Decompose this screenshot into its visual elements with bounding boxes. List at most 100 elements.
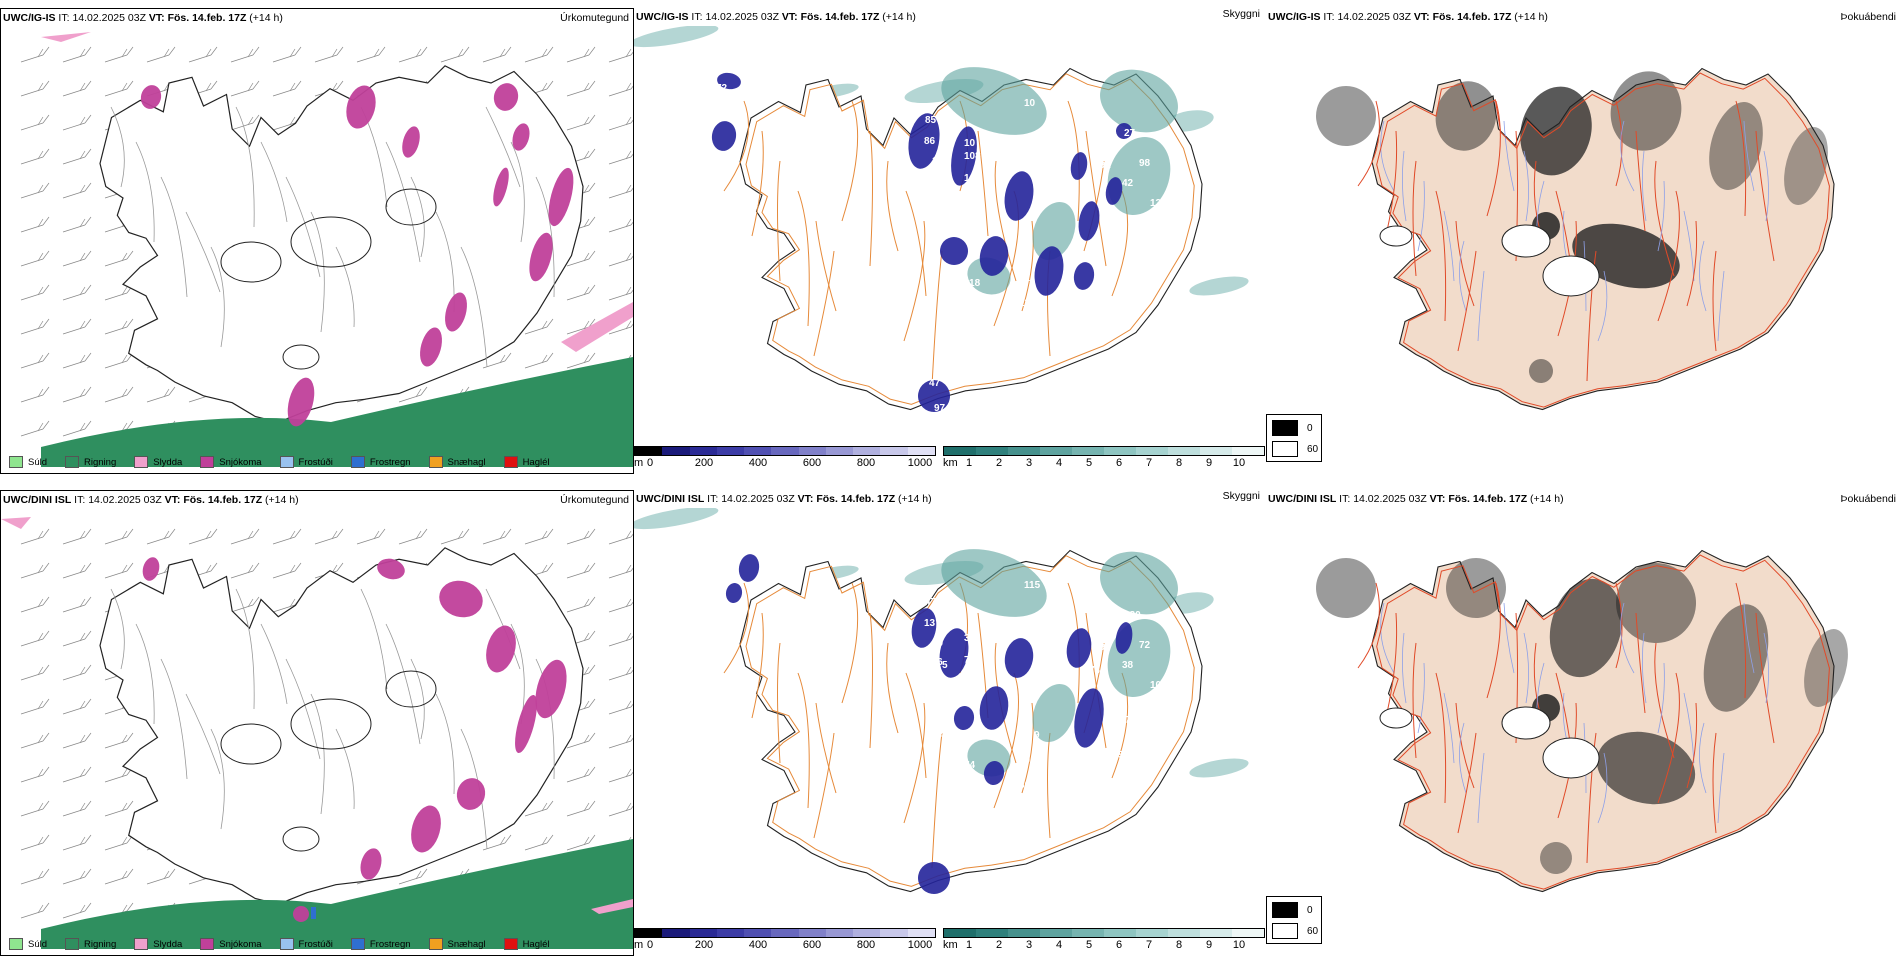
- fog-legend-row: 0: [1272, 902, 1313, 918]
- fog-legend-row: 60: [1272, 441, 1318, 457]
- height-value-label: 47: [929, 378, 941, 389]
- legend-item-súld: Súld: [9, 456, 47, 468]
- valid-time-label: VT:: [1413, 11, 1430, 23]
- visibility-value-label: 27: [1124, 128, 1136, 139]
- visibility-value-label: 235: [1024, 630, 1041, 641]
- height-tick: 1000: [907, 939, 933, 951]
- legend-label: Frostregn: [369, 938, 411, 950]
- legend-swatch: [65, 938, 80, 950]
- fog-tick: 0: [1307, 422, 1313, 434]
- panel-header: UWC/DINI ISL IT: 14.02.2025 03Z VT: Fös.…: [636, 493, 932, 505]
- height-value-label: 7: [964, 655, 970, 666]
- visibility-value-label: 133: [1150, 198, 1167, 209]
- visibility-value-label: 9: [1034, 730, 1040, 741]
- visibility-value-label: 121: [1084, 805, 1101, 816]
- visibility-colorbar-strip: [943, 446, 1265, 456]
- visibility-tick: 10: [1232, 457, 1246, 469]
- panel-header: UWC/DINI ISL IT: 14.02.2025 03Z VT: Fös.…: [1268, 493, 1564, 505]
- precip-type-legend: Súld Rigning Slydda Snjókoma Frostúði Frostre…: [1, 451, 560, 473]
- init-time-label: IT:: [1323, 11, 1335, 23]
- height-value-label: 10: [1019, 755, 1031, 766]
- fog-index-panel: UWC/IG-IS IT: 14.02.2025 03Z VT: Fös. 14…: [1266, 8, 1900, 474]
- visibility-value-label: 72: [1139, 640, 1151, 651]
- lead-time: (+14 h): [898, 493, 932, 505]
- visibility-value-label: 115: [1024, 580, 1041, 591]
- height-tick: 200: [694, 939, 714, 951]
- visibility-value-label: 271: [1089, 136, 1106, 147]
- visibility-value-label: 13: [1059, 810, 1071, 821]
- height-value-label: 118: [964, 278, 981, 289]
- height-colorbar-strip: [634, 928, 936, 938]
- visibility-tick: 10: [1232, 939, 1246, 951]
- visibility-value-label: 98: [1139, 158, 1151, 169]
- visibility-value-label: 180: [1124, 610, 1141, 621]
- fog-index-colorbar: 0 60: [1266, 896, 1322, 944]
- legend-swatch: [65, 456, 80, 468]
- height-tick: 0: [646, 457, 654, 469]
- visibility-value-label: 137: [1139, 218, 1156, 229]
- model-name: UWC/IG-IS: [636, 11, 689, 23]
- visibility-tick: 6: [1115, 939, 1123, 951]
- height-colorbar-strip: [634, 446, 936, 456]
- height-value-label: 85: [925, 115, 937, 126]
- visibility-unit: km: [943, 457, 958, 469]
- legend-swatch: [428, 456, 443, 468]
- height-colorbar: m 0 200 400 600 800 1000: [634, 444, 936, 474]
- height-tick: 400: [748, 457, 768, 469]
- height-value-label: 39: [964, 633, 976, 644]
- fog-tick: 0: [1307, 904, 1313, 916]
- lead-time: (+14 h): [249, 12, 283, 24]
- visibility-value-label: 14: [1064, 830, 1076, 841]
- legend-label: Frostregn: [369, 456, 411, 468]
- init-time-value: 14.02.2025 03Z: [72, 12, 146, 24]
- visibility-value-label: 11: [1104, 303, 1115, 314]
- legend-swatch: [503, 456, 518, 468]
- model-name: UWC/IG-IS: [1268, 11, 1321, 23]
- legend-item-haglél: Haglél: [503, 938, 550, 950]
- valid-time-label: VT:: [164, 494, 181, 506]
- legend-swatch: [200, 456, 215, 468]
- visibility-tick: 5: [1085, 457, 1093, 469]
- panel-title: Skyggni: [1222, 8, 1260, 20]
- legend-item-snjókoma: Snjókoma: [200, 456, 262, 468]
- visibility-value-label: 117: [1149, 710, 1166, 721]
- legend-label: Haglél: [522, 456, 550, 468]
- legend-label: Slydda: [153, 938, 183, 950]
- legend-label: Rigning: [84, 456, 117, 468]
- legend-item-frostúði: Frostúði: [279, 938, 333, 950]
- legend-label: Súld: [28, 938, 48, 950]
- legend-item-haglél: Haglél: [503, 456, 550, 468]
- init-time-label: IT:: [1339, 493, 1351, 505]
- height-value-label: 26: [926, 175, 938, 186]
- valid-time-value: Fös. 14.feb. 17Z: [1432, 11, 1512, 23]
- init-time-value: 14.02.2025 03Z: [88, 494, 162, 506]
- visibility-value-label: 18: [1104, 785, 1116, 796]
- model-name: UWC/DINI ISL: [3, 494, 72, 506]
- height-value-label: 10: [942, 178, 954, 189]
- height-value-label: 21: [1094, 800, 1106, 811]
- height-value-label: 72: [716, 83, 728, 94]
- legend-swatch: [9, 456, 23, 468]
- legend-label: Slydda: [153, 456, 183, 468]
- visibility-value-label: 112: [1149, 228, 1166, 239]
- panel-header: UWC/IG-IS IT: 14.02.2025 03Z VT: Fös. 14…: [1268, 11, 1548, 23]
- legend-swatch: [279, 456, 294, 468]
- legend-swatch: [279, 938, 294, 950]
- lead-time: (+14 h): [1530, 493, 1564, 505]
- lead-time: (+14 h): [265, 494, 299, 506]
- model-name: UWC/DINI ISL: [636, 493, 705, 505]
- height-value-label: 145: [934, 730, 951, 741]
- legend-item-súld: Súld: [9, 938, 47, 950]
- legend-swatch: [350, 456, 365, 468]
- height-value-label: 10: [964, 138, 976, 149]
- legend-swatch: [9, 938, 23, 950]
- height-value-label: 90: [932, 638, 944, 649]
- fog-swatch: [1272, 420, 1298, 436]
- legend-item-slydda: Slydda: [134, 456, 182, 468]
- height-value-label: 10: [716, 565, 728, 576]
- height-value-label: 20: [956, 196, 968, 207]
- visibility-value-label: 215: [1107, 750, 1124, 761]
- panel-header: UWC/IG-IS IT: 14.02.2025 03Z VT: Fös. 14…: [636, 11, 916, 23]
